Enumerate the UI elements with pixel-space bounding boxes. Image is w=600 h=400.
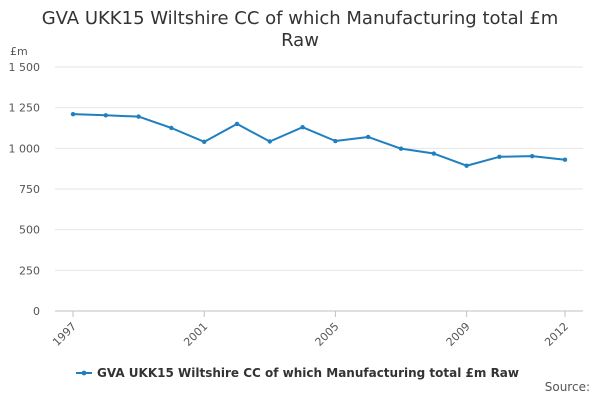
data-point[interactable] <box>333 138 338 144</box>
legend[interactable]: GVA UKK15 Wiltshire CC of which Manufact… <box>76 366 519 380</box>
data-point[interactable] <box>169 125 174 131</box>
x-axis: 1997 2001 2005 2009 2012 <box>50 311 571 349</box>
data-point[interactable] <box>431 151 436 156</box>
series-group <box>70 111 568 168</box>
source-label: Source: <box>544 380 590 394</box>
y-axis: £m 0 250 500 750 1 000 1 250 1 500 <box>9 45 41 318</box>
y-tick-label: 750 <box>19 183 40 196</box>
y-tick-label: 1 250 <box>9 102 41 115</box>
data-point[interactable] <box>562 157 568 162</box>
chart-title-line2: Raw <box>281 30 319 51</box>
y-tick-label: 0 <box>33 305 40 318</box>
x-tick-label: 2012 <box>542 320 571 349</box>
legend-swatch-marker <box>81 370 87 376</box>
y-tick-label: 500 <box>19 224 40 237</box>
data-point[interactable] <box>398 146 404 151</box>
data-point[interactable] <box>366 134 371 140</box>
data-point[interactable] <box>136 114 141 119</box>
y-tick-label: 1 500 <box>9 61 41 74</box>
data-point[interactable] <box>202 139 207 145</box>
data-point[interactable] <box>464 163 469 168</box>
chart-title: GVA UKK15 Wiltshire CC of which Manufact… <box>0 8 600 52</box>
y-tick-label: 250 <box>19 264 40 277</box>
data-point[interactable] <box>300 124 305 130</box>
series-line <box>72 113 566 167</box>
y-tick-label: 1 000 <box>9 142 41 155</box>
x-tick-label: 2001 <box>181 320 210 349</box>
x-tick-label: 2009 <box>444 320 473 349</box>
legend-label[interactable]: GVA UKK15 Wiltshire CC of which Manufact… <box>97 366 519 380</box>
data-point[interactable] <box>103 113 109 118</box>
grid-lines <box>55 66 583 312</box>
data-point[interactable] <box>497 154 502 159</box>
data-point[interactable] <box>70 111 76 117</box>
x-tick-label: 1997 <box>50 320 79 349</box>
data-point[interactable] <box>267 139 272 144</box>
y-axis-label: £m <box>10 45 28 58</box>
x-tick-label: 2005 <box>313 320 342 349</box>
data-point[interactable] <box>530 153 535 159</box>
chart-title-line1: GVA UKK15 Wiltshire CC of which Manufact… <box>41 8 559 29</box>
data-point[interactable] <box>234 121 240 127</box>
